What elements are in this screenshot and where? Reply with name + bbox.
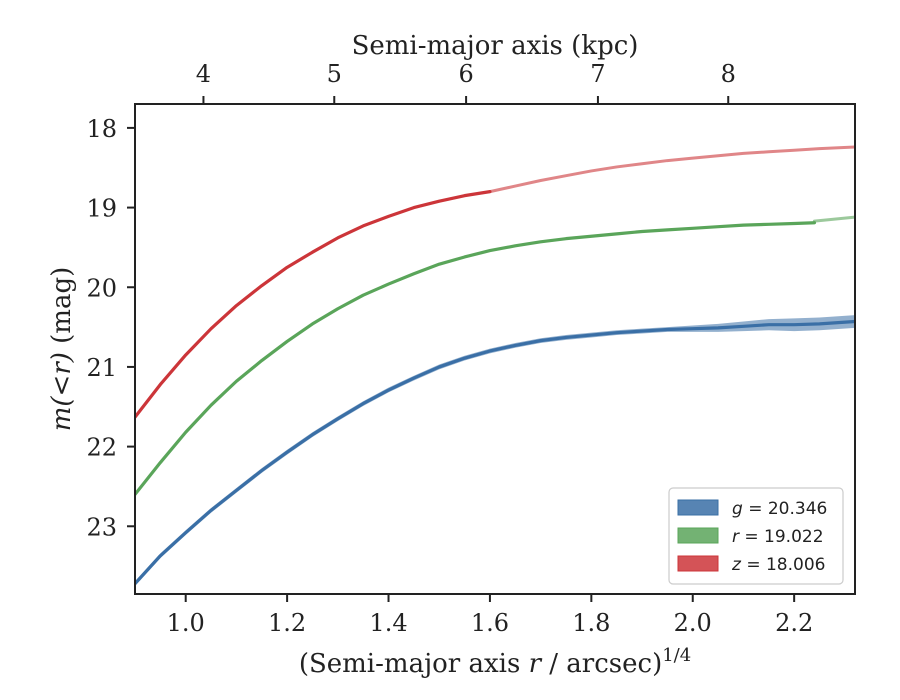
legend-label-r: r = 19.022 [732,527,824,547]
x-tick-label: 1.4 [369,609,407,637]
axes-layer: 1.0 1.2 1.4 1.6 1.8 2.0 2.2 18 19 20 21 22 23 4 5 6 7 8 [86,60,813,637]
y-tick-label: 23 [86,513,117,541]
x-tick-label: 1.2 [268,609,306,637]
legend: g = 20.346 r = 19.022 z = 18.006 [668,487,844,585]
top-x-tick-label: 4 [196,60,211,88]
y-tick-label: 22 [86,434,117,462]
top-x-tick-label: 7 [590,60,605,88]
series-line-r [135,221,817,497]
x-tick-label: 1.0 [167,609,205,637]
legend-label-g: g = 20.346 [732,499,827,519]
y-axis-label: m(<r) (mag) [47,267,77,432]
plot-layer [135,145,855,587]
y-tick-label: 20 [86,274,117,302]
series-line-z [135,190,492,419]
top-x-tick-label: 6 [458,60,473,88]
legend-swatch-z [677,555,719,572]
legend-label-z: z = 18.006 [731,555,825,575]
x-axis-label: (Semi-major axis r / arcsec)1/4 [299,645,691,679]
legend-swatch-g [677,499,719,516]
plot-frame [134,103,856,595]
series-extension-r [812,215,855,223]
series-line-g [135,319,855,586]
legend-swatch-r [677,527,719,544]
x-tick-label: 1.8 [572,609,610,637]
x-tick-label: 2.2 [775,609,813,637]
x-tick-label: 2.0 [674,609,712,637]
y-tick-label: 21 [86,354,117,382]
series-extension-z [488,145,855,194]
top-axis-label: Semi-major axis (kpc) [352,31,639,61]
top-x-tick-label: 5 [327,60,342,88]
top-x-tick-label: 8 [721,60,736,88]
y-tick-label: 19 [86,195,117,223]
x-tick-label: 1.6 [471,609,509,637]
y-tick-label: 18 [86,115,117,143]
